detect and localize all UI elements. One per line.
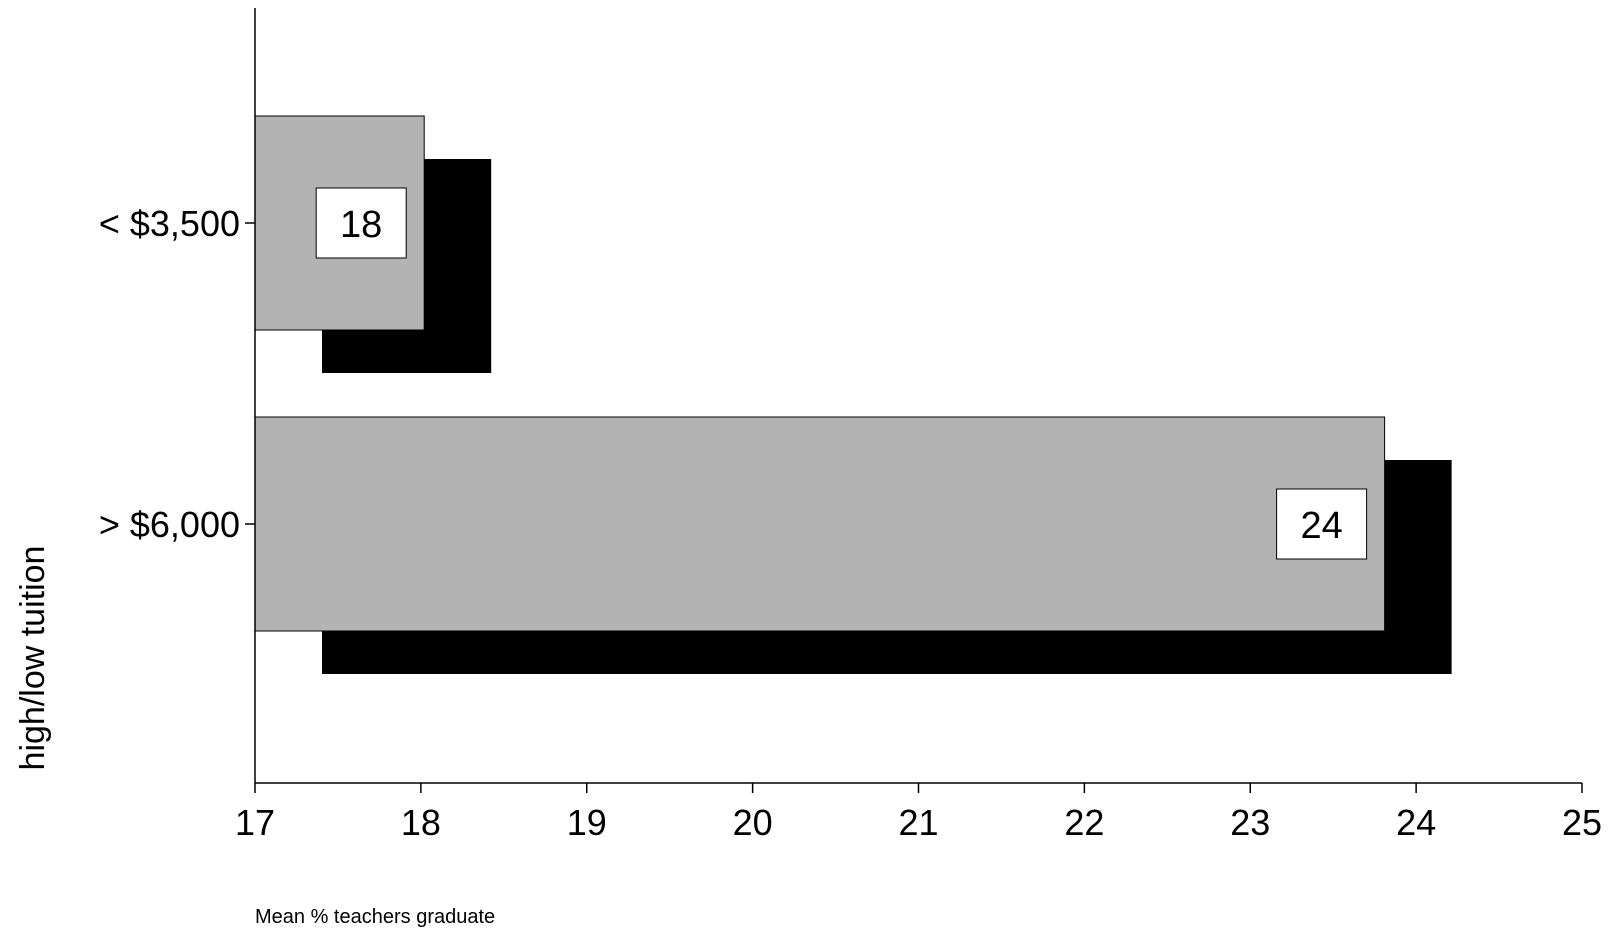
data-label: 24 — [1300, 505, 1342, 547]
x-tick-label: 21 — [898, 802, 938, 843]
x-tick-label: 17 — [235, 802, 275, 843]
y-axis-title: high/low tuition — [14, 546, 52, 771]
bars — [254, 115, 1386, 632]
x-tick-label: 24 — [1396, 802, 1436, 843]
data-label-box — [1276, 488, 1368, 560]
y-tick-label: < $3,500 — [99, 203, 240, 244]
x-axis-title: Mean % teachers graduate — [255, 906, 496, 928]
data-label-box — [315, 187, 407, 259]
data-label: 18 — [340, 204, 382, 246]
x-tick-label: 23 — [1230, 802, 1270, 843]
x-ticks: 17 18 19 20 21 22 23 24 25 — [235, 783, 1602, 843]
x-tick-label: 25 — [1562, 802, 1602, 843]
y-tick-label: > $6,000 — [99, 504, 240, 545]
x-tick-label: 20 — [733, 802, 773, 843]
x-tick-label: 19 — [567, 802, 607, 843]
x-tick-label: 18 — [401, 802, 441, 843]
bar — [254, 416, 1386, 632]
x-tick-label: 22 — [1064, 802, 1104, 843]
y-ticks: < $3,500 > $6,000 — [99, 203, 255, 545]
